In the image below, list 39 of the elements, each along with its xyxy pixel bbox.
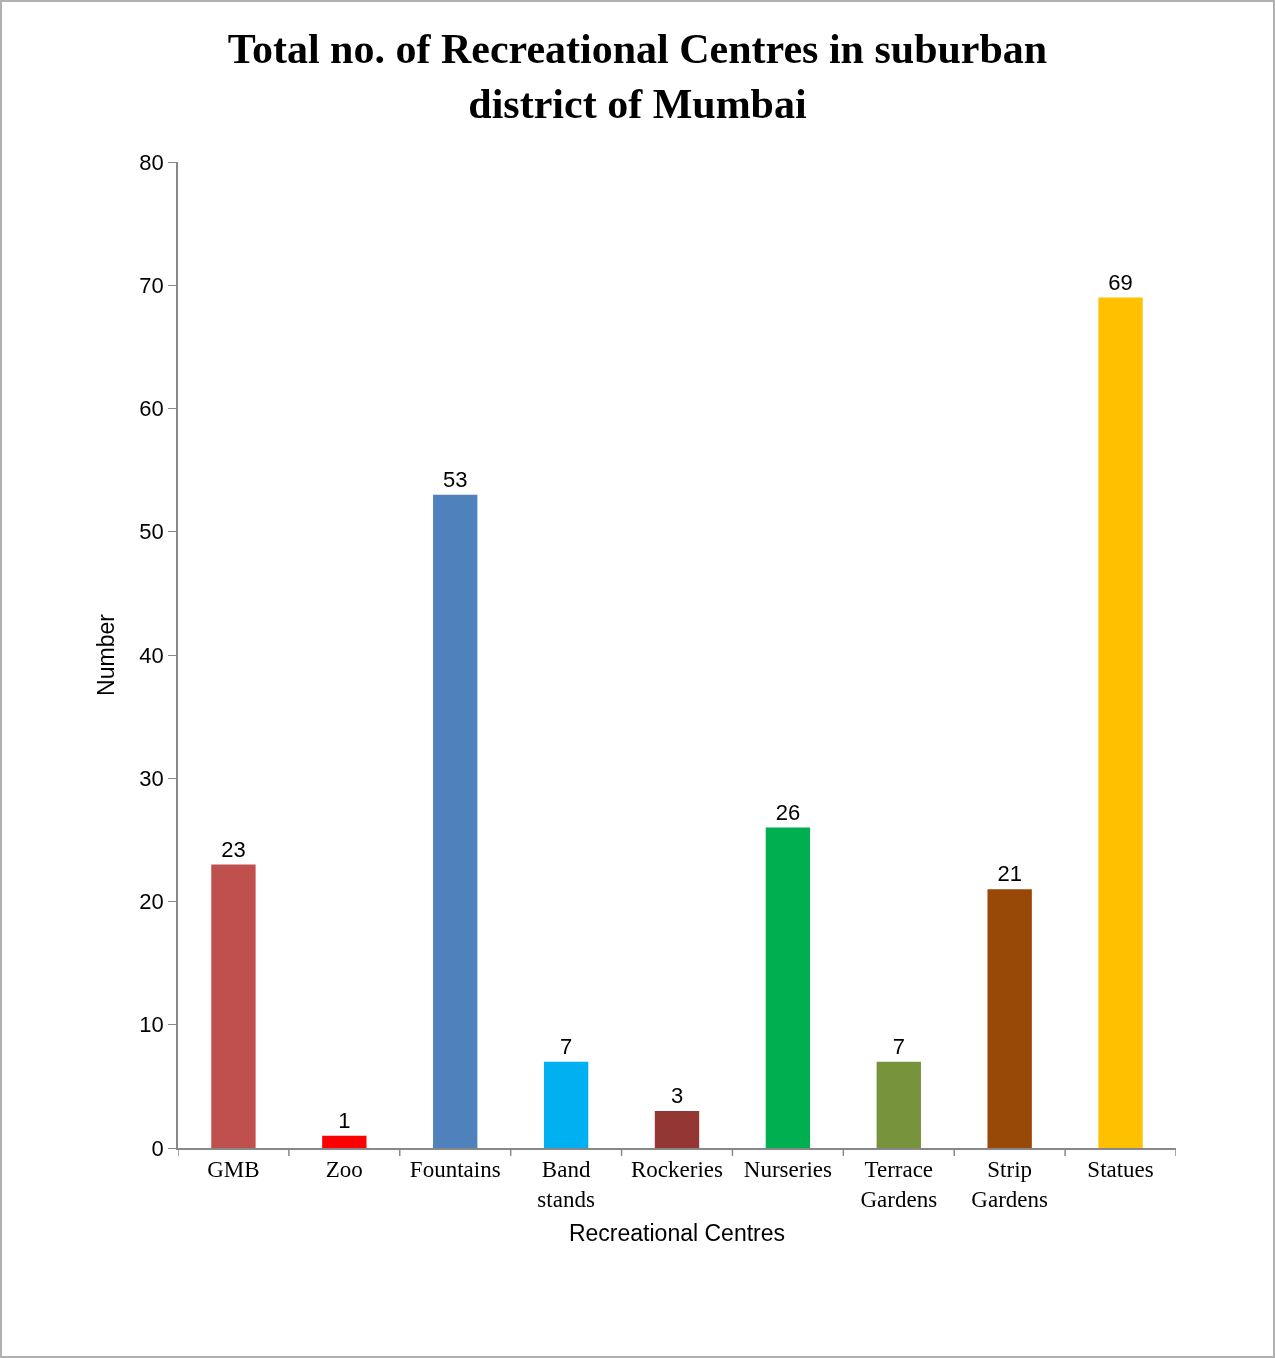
y-tick-label: 50 xyxy=(139,519,164,545)
bar xyxy=(322,1135,367,1148)
data-label: 7 xyxy=(559,1033,573,1059)
bar xyxy=(654,1111,700,1148)
data-label: 69 xyxy=(1108,269,1133,295)
x-tick-label: Zoo xyxy=(325,1157,363,1183)
bar xyxy=(876,1061,921,1148)
chart-title: Total no. of Recreational Centres in suburban district of Mumbai xyxy=(227,25,1048,127)
data-label: 7 xyxy=(892,1033,905,1059)
x-axis-title: Recreational Centres xyxy=(568,1220,786,1247)
bar xyxy=(433,494,478,1148)
x-tick-label: Rockeries xyxy=(631,1157,724,1183)
data-label: 3 xyxy=(670,1083,684,1109)
bar xyxy=(1098,297,1143,1148)
x-tick-label: Statues xyxy=(1087,1157,1154,1183)
x-tick-label: Strip Gardens xyxy=(971,1157,1049,1213)
data-label: 1 xyxy=(338,1107,351,1133)
x-tick-label: GMB xyxy=(207,1157,260,1183)
data-label: 21 xyxy=(997,861,1022,887)
bar xyxy=(987,889,1032,1148)
y-tick-label: 40 xyxy=(139,642,164,668)
x-tick-label: Band stands xyxy=(537,1157,595,1213)
bar xyxy=(211,864,256,1148)
y-tick-label: 20 xyxy=(139,889,164,915)
data-label: 53 xyxy=(442,466,468,492)
y-tick-label: 70 xyxy=(139,272,164,298)
bar xyxy=(543,1061,589,1148)
y-tick-label: 10 xyxy=(139,1012,164,1038)
bar xyxy=(765,827,811,1148)
y-tick-label: 80 xyxy=(139,149,164,175)
x-tick-label: Fountains xyxy=(409,1157,501,1183)
data-label: 26 xyxy=(775,799,801,825)
y-tick-label: 30 xyxy=(139,765,164,791)
y-tick-label: 0 xyxy=(151,1135,164,1161)
data-label: 23 xyxy=(221,836,246,862)
y-tick-label: 60 xyxy=(139,396,164,422)
x-tick-label: Terrace Gardens xyxy=(860,1157,938,1213)
y-axis-title: Number xyxy=(93,613,120,696)
x-tick-label: Nurseries xyxy=(743,1157,833,1183)
